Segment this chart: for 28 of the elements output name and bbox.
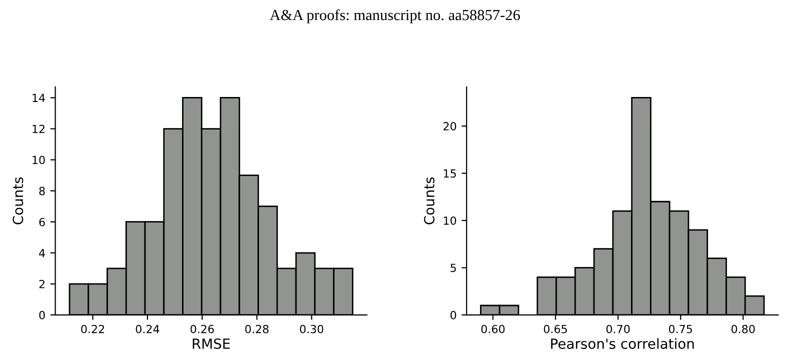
- y-tick-label: 15: [444, 169, 456, 178]
- x-tick-label: 0.24: [136, 324, 160, 334]
- x-tick-label: 0.70: [606, 324, 630, 334]
- y-tick-label: 20: [444, 122, 456, 130]
- y-tick-label: 5: [450, 264, 456, 272]
- y-tick-label: 12: [32, 124, 44, 133]
- y-tick-label: 0: [39, 310, 45, 320]
- y-tick-label: 10: [444, 216, 456, 225]
- x-tick-label: 0.28: [245, 324, 269, 334]
- x-axis-title: RMSE: [192, 338, 230, 349]
- x-tick-label: 0.60: [481, 324, 505, 334]
- x-tick-label: 0.75: [668, 324, 692, 334]
- x-tick-label: 0.26: [190, 324, 214, 334]
- y-tick-label: 2: [39, 280, 44, 288]
- x-tick-label: 0.22: [81, 324, 104, 334]
- y-tick-label: 6: [39, 218, 45, 226]
- x-axis-title: Pearson's correlation: [551, 338, 694, 349]
- text: A&A proofs: manuscript no. aa58857-26: [270, 9, 520, 24]
- y-tick-label: 10: [32, 156, 45, 164]
- x-tick-label: 0.80: [731, 324, 755, 334]
- y-axis-title: Counts: [424, 177, 434, 224]
- y-tick-label: 14: [32, 94, 45, 102]
- x-tick-label: 0.30: [300, 324, 324, 334]
- y-tick-label: 8: [39, 186, 45, 196]
- y-tick-label: 4: [39, 249, 45, 258]
- x-tick-label: 0.65: [544, 324, 567, 334]
- y-tick-label: 0: [450, 310, 456, 320]
- y-axis-title: Counts: [12, 177, 24, 224]
